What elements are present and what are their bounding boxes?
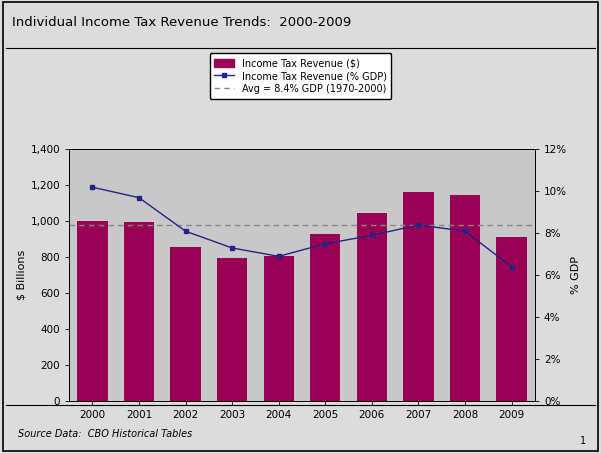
Bar [450, 195, 480, 401]
Bar [217, 258, 247, 401]
Bar [496, 236, 526, 401]
Text: Individual Income Tax Revenue Trends:  2000-2009: Individual Income Tax Revenue Trends: 20… [12, 16, 351, 29]
Bar [78, 221, 108, 401]
Bar [124, 222, 154, 401]
Bar [264, 255, 294, 401]
Bar [403, 192, 433, 401]
Bar [357, 213, 387, 401]
Text: 1: 1 [580, 436, 586, 446]
Y-axis label: % GDP: % GDP [571, 256, 581, 294]
Y-axis label: $ Billions: $ Billions [16, 250, 26, 300]
Text: Source Data:  CBO Historical Tables: Source Data: CBO Historical Tables [18, 429, 192, 439]
Bar [171, 247, 201, 401]
Legend: Income Tax Revenue ($), Income Tax Revenue (% GDP), Avg = 8.4% GDP (1970-2000): Income Tax Revenue ($), Income Tax Reven… [210, 53, 391, 99]
Bar [310, 235, 340, 401]
